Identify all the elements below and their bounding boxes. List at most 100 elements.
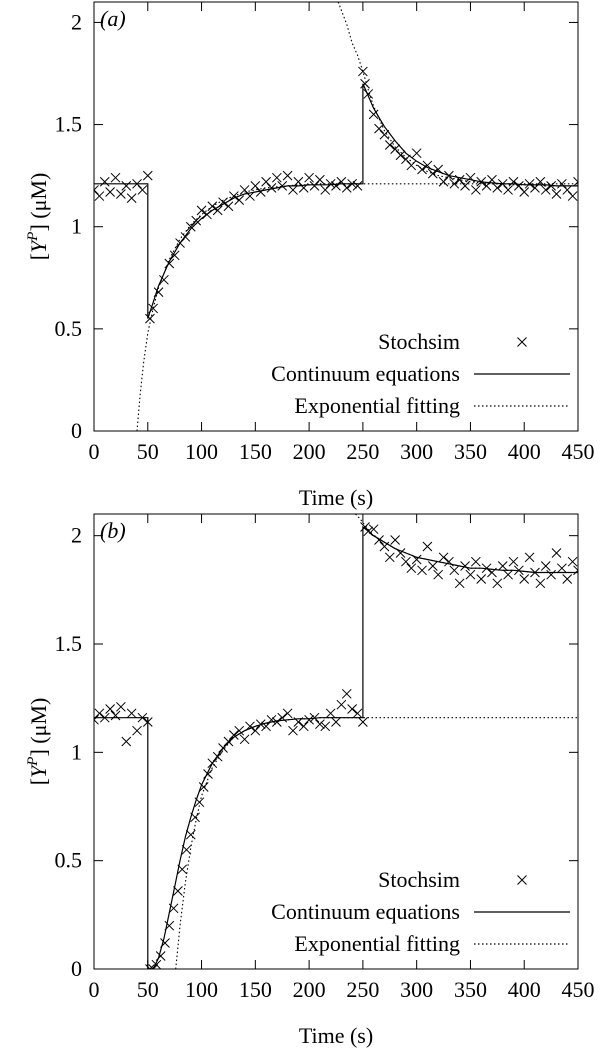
- stochsim-point: [557, 563, 567, 574]
- plot-frame: [93, 513, 579, 970]
- stochsim-point: [524, 552, 535, 563]
- stochsim-point: [492, 183, 503, 193]
- stochsim-point: [145, 964, 155, 969]
- stochsim-point: [116, 189, 126, 199]
- stochsim-point: [116, 701, 126, 712]
- stochsim-point: [513, 181, 524, 191]
- stochsim-point: [347, 704, 357, 714]
- legend-label: Continuum equations: [271, 361, 460, 386]
- stochsim-point: [105, 704, 115, 714]
- stochsim-point: [508, 176, 519, 187]
- x-axis-label: Time (s): [299, 1023, 373, 1048]
- stochsim-point: [148, 964, 159, 969]
- stochsim-point: [551, 189, 562, 199]
- stochsim-point: [438, 552, 449, 563]
- stochsim-point: [105, 187, 115, 197]
- stochsim-point: [433, 569, 444, 580]
- stochsim-point: [401, 556, 411, 567]
- stochsim-point: [384, 140, 395, 150]
- y-axis-label-symbol: Y: [26, 238, 51, 253]
- stochsim-point: [266, 183, 277, 193]
- y-axis-label-open: [: [26, 253, 51, 260]
- stochsim-point: [271, 717, 282, 727]
- y-tick-label: 1: [71, 214, 82, 239]
- stochsim-point: [551, 548, 562, 558]
- stochsim-point: [449, 565, 460, 576]
- stochsim-point: [110, 172, 121, 183]
- y-tick-label: 0.5: [55, 316, 83, 341]
- x-tick-label: 200: [293, 977, 326, 1002]
- stochsim-point: [519, 187, 530, 197]
- stochsim-point: [315, 719, 325, 730]
- stochsim-point: [406, 160, 417, 171]
- stochsim-point: [331, 181, 341, 191]
- stochsim-point: [315, 174, 325, 185]
- legend-marker-stochsim: [517, 337, 527, 347]
- stochsim-point: [282, 170, 293, 181]
- exponential-fitting-line: [175, 717, 578, 969]
- stochsim-point: [567, 556, 578, 567]
- x-tick-label: 50: [137, 439, 159, 464]
- stochsim-point: [234, 725, 245, 736]
- stochsim-point: [126, 708, 137, 719]
- x-tick-label: 450: [562, 439, 595, 464]
- x-tick-label: 200: [293, 439, 326, 464]
- stochsim-point: [390, 144, 401, 154]
- stochsim-point: [320, 185, 331, 195]
- x-tick-label: 250: [346, 977, 379, 1002]
- stochsim-point: [212, 205, 223, 216]
- legend-label: Stochsim: [378, 329, 460, 354]
- stochsim-point: [288, 185, 298, 195]
- y-axis-label-sup: P: [25, 757, 41, 767]
- y-axis-label: [YP] (μM): [25, 173, 51, 261]
- legend-label: Continuum equations: [271, 899, 460, 924]
- stochsim-point: [94, 714, 99, 725]
- stochsim-point: [460, 561, 470, 571]
- stochsim-point: [196, 205, 207, 216]
- stochsim-point: [395, 150, 406, 161]
- stochsim-point: [325, 178, 336, 189]
- stochsim-point: [261, 176, 271, 187]
- stochsim-point: [573, 565, 578, 576]
- stochsim-point: [223, 736, 234, 747]
- x-tick-label: 450: [562, 977, 595, 1002]
- stochsim-point: [121, 181, 132, 191]
- x-tick-label: 400: [508, 977, 541, 1002]
- y-tick-label: 1.5: [55, 631, 83, 656]
- y-tick-label: 2: [71, 523, 82, 548]
- x-tick-label: 300: [400, 439, 433, 464]
- legend-label: Exponential fitting: [294, 393, 460, 418]
- stochsim-point: [336, 176, 347, 187]
- panel-a: 0 50 100 150 200 250 300 350 400 450 0 0.5 1 1.5 2 Time…: [25, 1, 595, 510]
- stochsim-point: [460, 181, 470, 191]
- stochsim-point: [557, 178, 567, 189]
- x-tick-label: 50: [137, 977, 159, 1002]
- stochsim-point: [261, 721, 271, 732]
- stochsim-point: [567, 191, 578, 201]
- stochsim-point: [374, 123, 384, 134]
- stochsim-point: [325, 708, 336, 719]
- stochsim-point: [379, 541, 390, 552]
- stochsim-point: [121, 736, 132, 747]
- x-tick-label: 350: [454, 977, 487, 1002]
- stochsim-point: [164, 258, 175, 269]
- x-tick-label: 100: [185, 439, 218, 464]
- stochsim-point: [470, 185, 481, 195]
- stochsim-point: [360, 78, 370, 89]
- panel-b: 0 50 100 150 200 250 300 350 400 450 0 0.5 1 1.5 2 Time…: [25, 513, 595, 1048]
- panel-label: (a): [100, 6, 126, 31]
- plot-area: [94, 514, 578, 969]
- stochsim-point: [94, 185, 99, 195]
- stochsim-point: [94, 708, 105, 719]
- stochsim-point: [282, 708, 293, 719]
- x-tick-label: 150: [239, 439, 272, 464]
- stochsim-point: [341, 183, 352, 193]
- stochsim-point: [454, 578, 465, 589]
- stochsim-point: [368, 109, 379, 120]
- stochsim-point: [449, 178, 460, 189]
- stochsim-point: [304, 714, 314, 725]
- x-tick-label: 350: [454, 439, 487, 464]
- stochsim-point: [535, 578, 546, 589]
- stochsim-point: [142, 170, 153, 181]
- stochsim-point: [422, 541, 433, 552]
